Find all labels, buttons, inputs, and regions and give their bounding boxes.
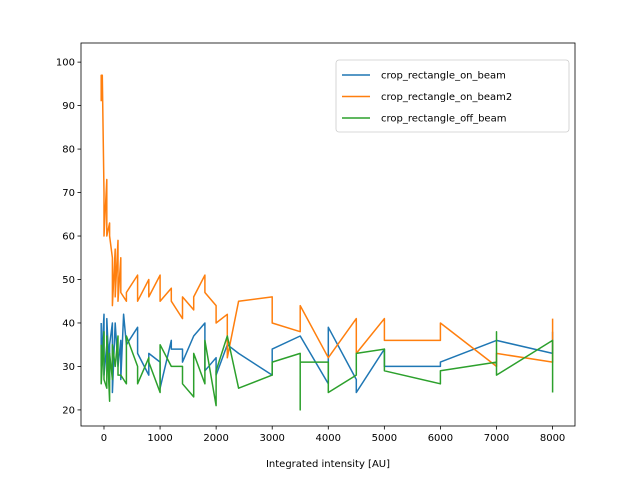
x-tick-label: 3000 xyxy=(259,433,284,444)
x-tick-label: 4000 xyxy=(316,433,341,444)
y-tick-label: 60 xyxy=(62,232,75,243)
y-tick-label: 50 xyxy=(62,275,75,286)
x-tick-label: 0 xyxy=(101,433,107,444)
x-axis-label: Integrated intensity [AU] xyxy=(266,459,390,470)
y-tick-label: 30 xyxy=(62,362,75,373)
y-tick-label: 100 xyxy=(56,58,75,69)
series-layer xyxy=(100,74,554,411)
series-line-crop-rectangle-on-beam2 xyxy=(100,74,554,368)
y-tick-label: 80 xyxy=(62,145,75,156)
y-tick-label: 20 xyxy=(62,405,75,416)
x-tick-label: 5000 xyxy=(372,433,397,444)
x-tick-label: 2000 xyxy=(203,433,228,444)
legend-label: crop_rectangle_off_beam xyxy=(381,114,506,125)
x-tick-label: 1000 xyxy=(147,433,172,444)
y-tick-label: 40 xyxy=(62,318,75,329)
legend-label: crop_rectangle_on_beam xyxy=(381,71,506,82)
x-tick-label: 7000 xyxy=(484,433,509,444)
series-line-crop-rectangle-on-beam xyxy=(100,313,554,394)
y-tick-label: 70 xyxy=(62,188,75,199)
x-tick-label: 8000 xyxy=(540,433,565,444)
x-tick-label: 6000 xyxy=(428,433,453,444)
legend-box xyxy=(335,59,570,133)
x-axis: 0 1000 2000 3000 4000 5000 6000 7000 8000 xyxy=(101,426,565,444)
legend: crop_rectangle_on_beam crop_rectangle_on_… xyxy=(335,59,570,133)
series-line-crop-rectangle-off-beam xyxy=(100,330,554,411)
y-axis: 20 30 40 50 60 70 80 90 100 xyxy=(56,58,81,416)
legend-label: crop_rectangle_on_beam2 xyxy=(381,92,512,103)
y-tick-label: 90 xyxy=(62,101,75,112)
